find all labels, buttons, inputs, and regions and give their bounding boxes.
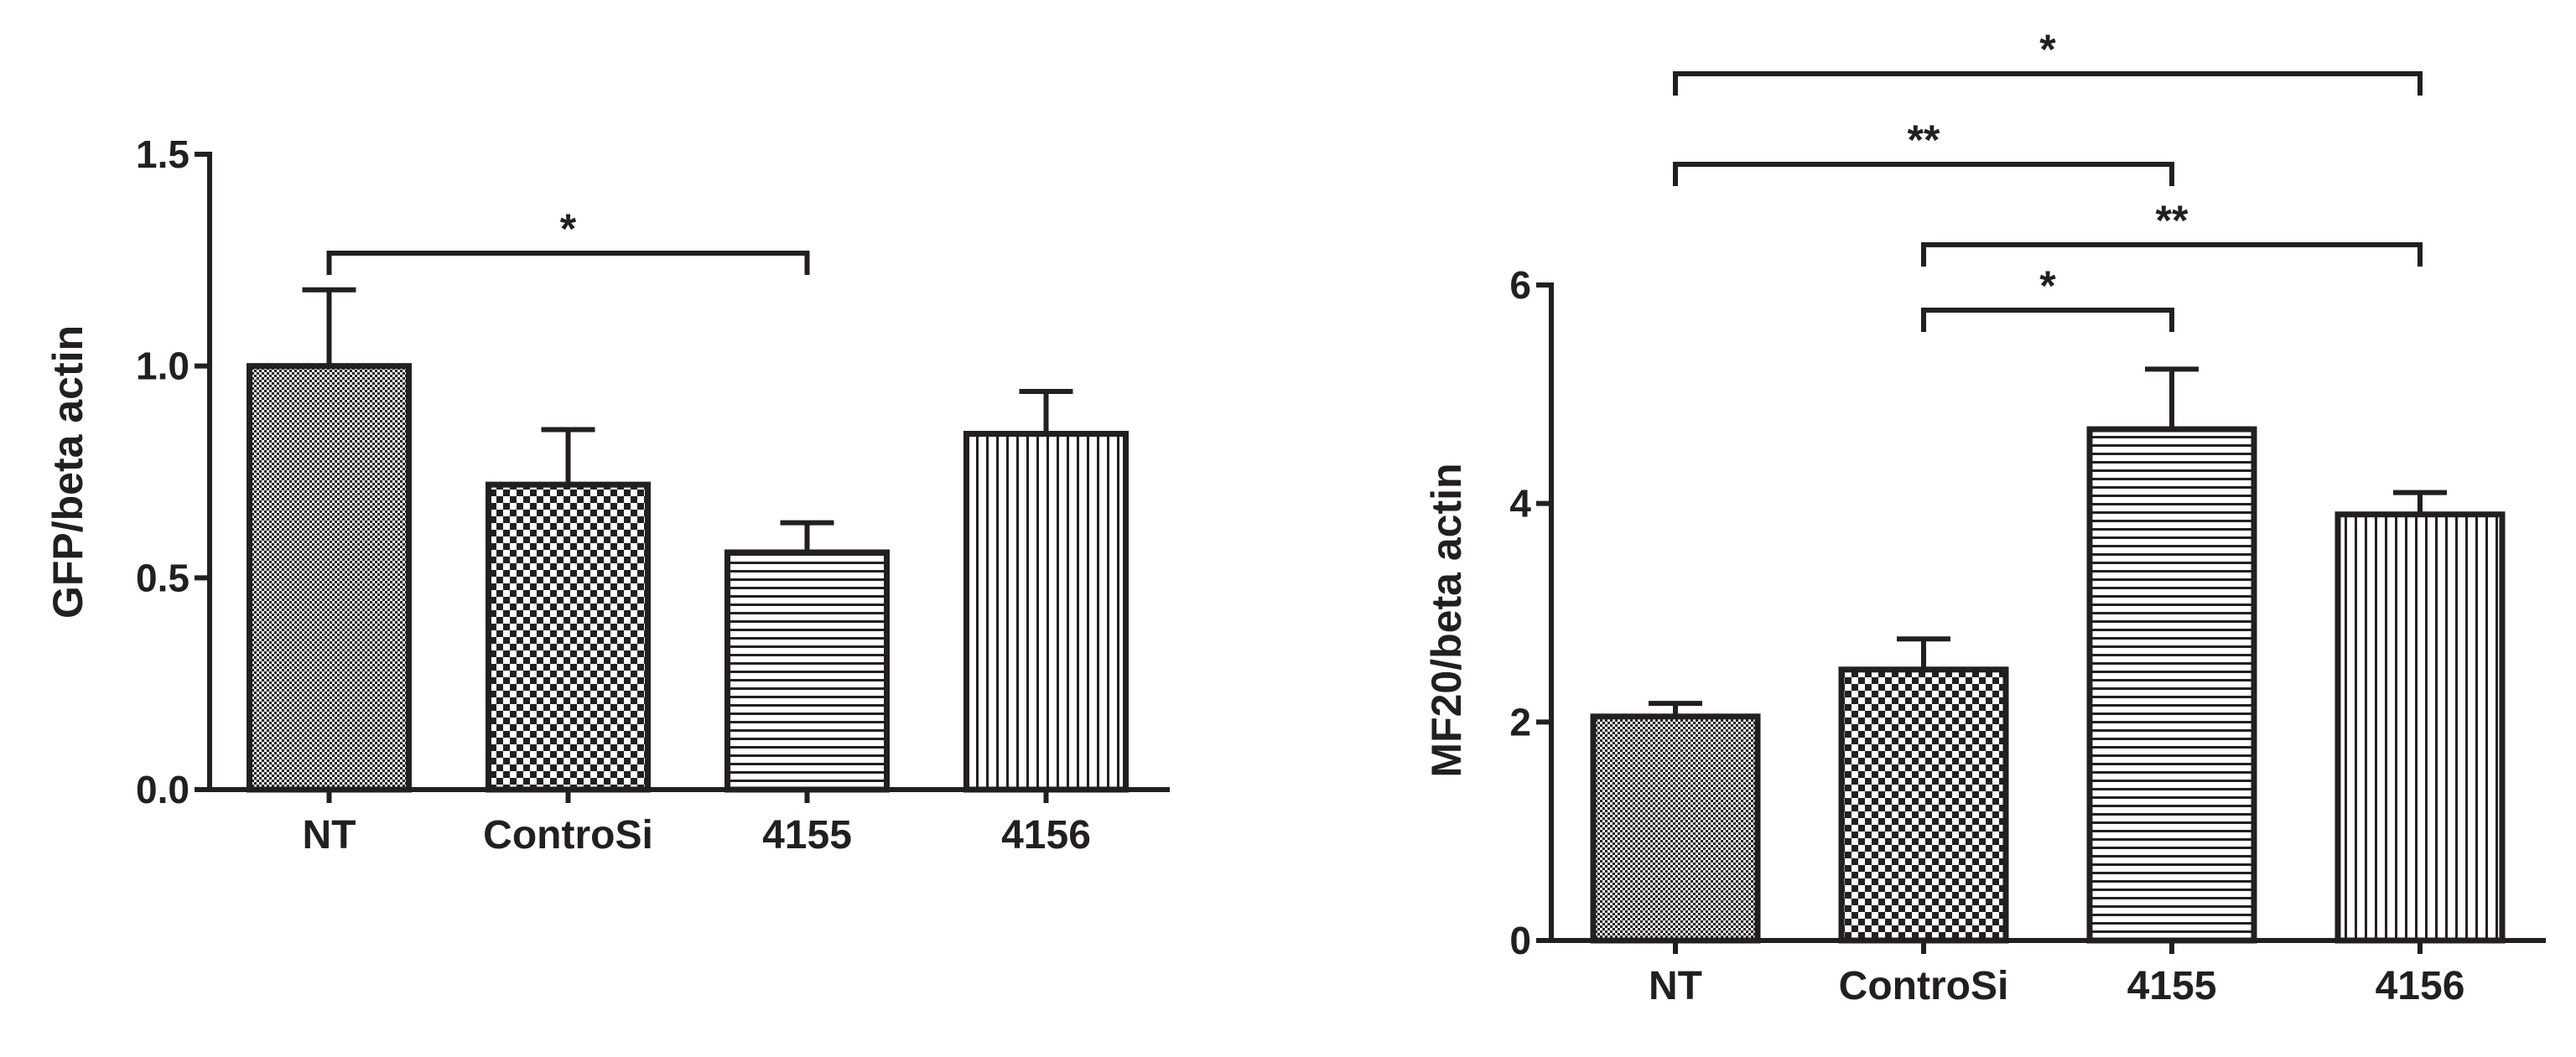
- chart2-bar-4155: [2086, 426, 2257, 944]
- chart2-significance-bracket: [1673, 162, 2174, 186]
- chart2-significance-label: **: [2156, 197, 2189, 244]
- chart2-y-axis-label: MF20/beta actin: [1423, 463, 1470, 777]
- chart2-significance-bracket: [1921, 242, 2423, 267]
- chart2-category-label-4155: 4155: [2127, 964, 2217, 1008]
- chart2-y-tick-label: 2: [1509, 700, 1531, 744]
- chart1-y-tick-label: 0.0: [136, 768, 190, 811]
- chart2-bar-NT: [1590, 713, 1761, 944]
- chart1-category-label-ControSi: ControSi: [483, 813, 653, 858]
- chart2-category-label-4156: 4156: [2376, 964, 2465, 1008]
- chart2-significance-label: *: [2039, 26, 2056, 73]
- chart1-y-tick-label: 0.5: [136, 556, 190, 599]
- chart2-category-label-NT: NT: [1649, 964, 1702, 1008]
- chart1-significance-bracket: [326, 251, 810, 275]
- chart1-category-label-4156: 4156: [1001, 813, 1091, 858]
- chart2-significance-bracket: [1921, 308, 2174, 332]
- chart2-y-tick-label: 6: [1509, 263, 1531, 307]
- chart2-bar-ControSi: [1838, 666, 2009, 944]
- chart1-bar-NT: [247, 363, 412, 793]
- chart1-category-label-NT: NT: [303, 813, 356, 858]
- chart1-y-tick-label: 1.0: [136, 345, 190, 388]
- chart1-significance-label: *: [560, 205, 577, 252]
- chart2-significance-label: **: [1908, 117, 1940, 163]
- chart2-y-tick-label: 0: [1509, 919, 1531, 962]
- chart2-significance-label: *: [2039, 262, 2056, 309]
- chart1-bar-4155: [724, 549, 890, 793]
- chart2-y-tick-label: 4: [1509, 482, 1531, 526]
- chart2-bar-4156: [2334, 511, 2506, 944]
- chart2-significance-bracket: [1673, 71, 2423, 96]
- chart1-bar-ControSi: [486, 481, 651, 793]
- chart1-category-label-4155: 4155: [762, 813, 852, 858]
- chart2-category-label-ControSi: ControSi: [1839, 964, 2009, 1008]
- chart1-bar-4156: [963, 431, 1129, 793]
- chart1-y-tick-label: 1.5: [136, 132, 190, 176]
- chart1-y-axis-label: GFP/beta actin: [44, 325, 91, 619]
